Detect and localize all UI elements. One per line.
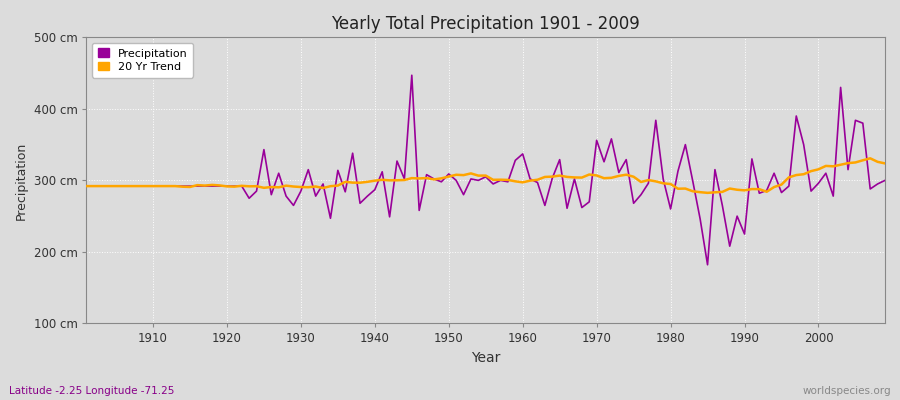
Legend: Precipitation, 20 Yr Trend: Precipitation, 20 Yr Trend xyxy=(92,43,193,78)
Y-axis label: Precipitation: Precipitation xyxy=(15,141,28,220)
Text: Latitude -2.25 Longitude -71.25: Latitude -2.25 Longitude -71.25 xyxy=(9,386,175,396)
Text: worldspecies.org: worldspecies.org xyxy=(803,386,891,396)
X-axis label: Year: Year xyxy=(471,351,500,365)
Title: Yearly Total Precipitation 1901 - 2009: Yearly Total Precipitation 1901 - 2009 xyxy=(331,15,640,33)
